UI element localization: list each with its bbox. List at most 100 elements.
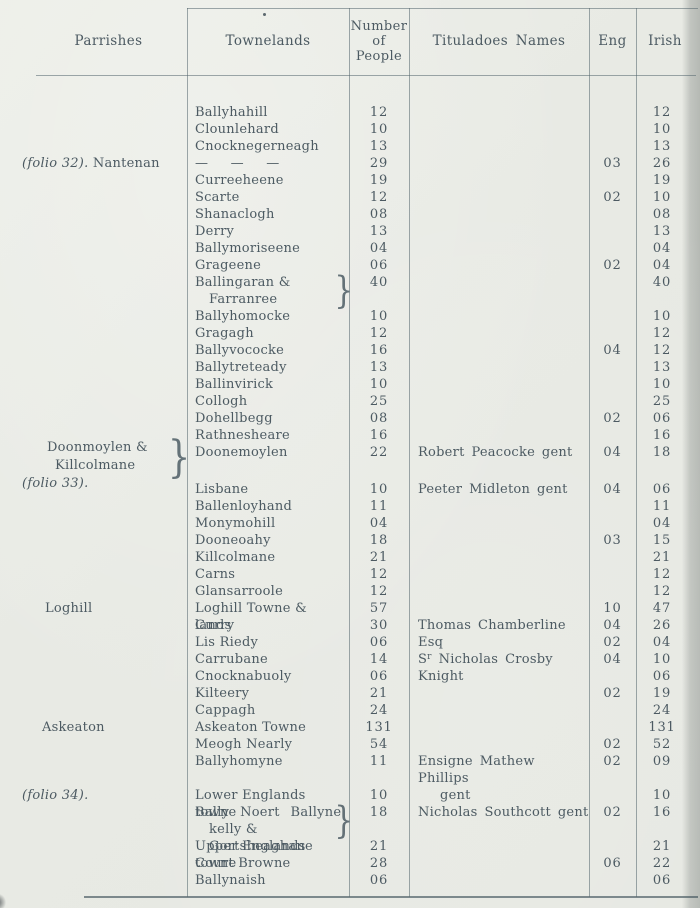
tituladoe-cell: Ensigne Mathew Phillips gent [418, 753, 590, 804]
column-header-townelands: Townelands [225, 33, 311, 49]
irish-count-cell: 13 [652, 360, 672, 375]
towneland-cell: Cappagh [195, 702, 347, 719]
towneland-cell: Ballyvococke [195, 342, 347, 359]
irish-count-cell: 06 [652, 669, 672, 684]
irish-count-cell: 21 [652, 550, 672, 565]
header-line: Number [350, 19, 408, 34]
irish-count-cell: 10 [652, 122, 672, 137]
eng-count-cell: 02 [603, 805, 622, 820]
people-count-cell: 16 [369, 428, 389, 443]
people-count-cell: 57 [369, 601, 389, 616]
irish-count-cell: 04 [652, 258, 672, 273]
tituladoe-name: Peeter Midleton gent [418, 482, 568, 497]
people-count-cell: 06 [369, 669, 389, 684]
towneland-name: Kilteery [195, 686, 250, 701]
irish-count-cell: 11 [652, 499, 672, 514]
column-divider-tituladoe [589, 8, 590, 897]
irish-count-cell: 08 [652, 207, 672, 222]
people-count-cell: 12 [369, 190, 389, 205]
parish-cell: Loghill [22, 600, 209, 617]
table-row: Ballenloyhand 11 11 [0, 498, 700, 515]
parish-cell: Askeaton [22, 719, 206, 736]
header-line: People [355, 49, 403, 64]
towneland-cell: Ballyhomyne [195, 753, 347, 770]
people-count-cell: 10 [369, 377, 389, 392]
eng-count-cell: 02 [603, 411, 622, 426]
table-row: Ballyhomocke 10 10 [0, 308, 700, 325]
people-count-cell: 04 [369, 516, 389, 531]
table-row: Ballyhomyne 11 Ensigne Mathew Phillips gent… [0, 753, 700, 803]
eng-count-cell: 04 [603, 482, 622, 497]
parish-text: Killcolmane [55, 458, 136, 473]
tituladoe-cell: Nicholas Southcott gent [418, 804, 590, 821]
people-count-cell: 18 [369, 533, 389, 548]
irish-count-cell: 04 [652, 241, 672, 256]
towneland-cell: Rathnesheare [195, 427, 347, 444]
towneland-name: Curry [195, 618, 235, 633]
towneland-name: Ballytreteady [195, 360, 287, 375]
table-row: Ballyvococke 16 04 12 [0, 342, 700, 359]
towneland-name: Doonemoylen [195, 445, 288, 460]
people-count-cell: 30 [369, 618, 389, 633]
irish-count-cell: 16 [652, 805, 672, 820]
tituladoe-cell: Sr Nicholas Crosby Knight [418, 651, 590, 685]
eng-count-cell: 02 [603, 686, 622, 701]
people-count-cell: 13 [369, 360, 389, 375]
table-row: Collogh 25 25 [0, 393, 700, 410]
towneland-name: Carns [195, 567, 236, 582]
table-row: (folio 32). Nantenan — — — 29 03 26 [0, 155, 700, 172]
irish-count-cell: 19 [652, 173, 672, 188]
column-divider-eng [636, 8, 637, 897]
table-row: Grageene 06 02 04 [0, 257, 700, 274]
people-count-cell: 40 [369, 275, 389, 290]
eng-count-cell: 04 [603, 343, 622, 358]
towneland-name: Cappagh [195, 703, 256, 718]
superscript-r: r [427, 652, 432, 662]
towneland-cell: Shanaclogh [195, 206, 347, 223]
towneland-cell: Bally Noert Ballyne kelly & Gortsheaghane [195, 804, 347, 855]
irish-count-cell: 16 [652, 428, 672, 443]
towneland-cell: Upper Englands towne [195, 838, 347, 872]
eng-count-cell: 02 [603, 190, 622, 205]
people-count-cell: 21 [369, 550, 389, 565]
towneland-name: kelly & Gortsheaghane [209, 822, 313, 854]
parish-text: Loghill [45, 601, 93, 616]
people-count-cell: 54 [369, 737, 389, 752]
towneland-name: Monymohill [195, 516, 276, 531]
table-row: Scarte 12 02 10 [0, 189, 700, 206]
table-row: Rathnesheare 16 16 [0, 427, 700, 444]
irish-count-cell: 47 [652, 601, 672, 616]
people-count-cell: 131 [365, 720, 393, 735]
parish-text: Doonmoylen & [47, 440, 148, 455]
table-row: Lisbane 10 Peeter Midleton gent 04 06 [0, 481, 700, 498]
column-header-parishes: Parrishes [74, 33, 143, 49]
people-count-cell: 06 [369, 258, 389, 273]
parish-line: Killcolmane [22, 457, 198, 475]
column-header-tituladoes-names: Tituladoes Names [432, 33, 566, 49]
people-count-cell: 18 [369, 805, 389, 820]
people-count-cell: 12 [369, 326, 389, 341]
table-row: Ballingaran & Farranree} 40 40 [0, 272, 700, 309]
towneland-name: Ballynaish [195, 873, 266, 888]
table-bottom-rule [84, 896, 698, 898]
table-row: Gragagh 12 12 [0, 325, 700, 342]
people-count-cell: 10 [369, 122, 389, 137]
people-count-cell: 14 [369, 652, 389, 667]
people-count-cell: 24 [369, 703, 389, 718]
irish-count-cell: 09 [652, 754, 672, 769]
towneland-cell: Ballyhahill [195, 104, 347, 121]
table-row: Askeaton Askeaton Towne 131 131 [0, 719, 700, 736]
parish-text: Askeaton [42, 720, 105, 735]
parish-line: Loghill [45, 600, 209, 617]
towneland-name: Shanaclogh [195, 207, 275, 222]
people-count-cell: 06 [369, 635, 389, 650]
table-row: Lis Riedy 06 02 04 [0, 634, 700, 651]
people-count-cell: 12 [369, 105, 389, 120]
irish-count-cell: 26 [652, 156, 672, 171]
irish-count-cell: 21 [652, 839, 672, 854]
irish-count-cell: 18 [652, 445, 672, 460]
tituladoe-name: Thomas Chamberline Esq [418, 618, 566, 650]
towneland-name: Court Browne [195, 856, 291, 871]
towneland-name: Loghill Towne & lands [195, 601, 307, 633]
table-row: Cappagh 24 24 [0, 702, 700, 719]
